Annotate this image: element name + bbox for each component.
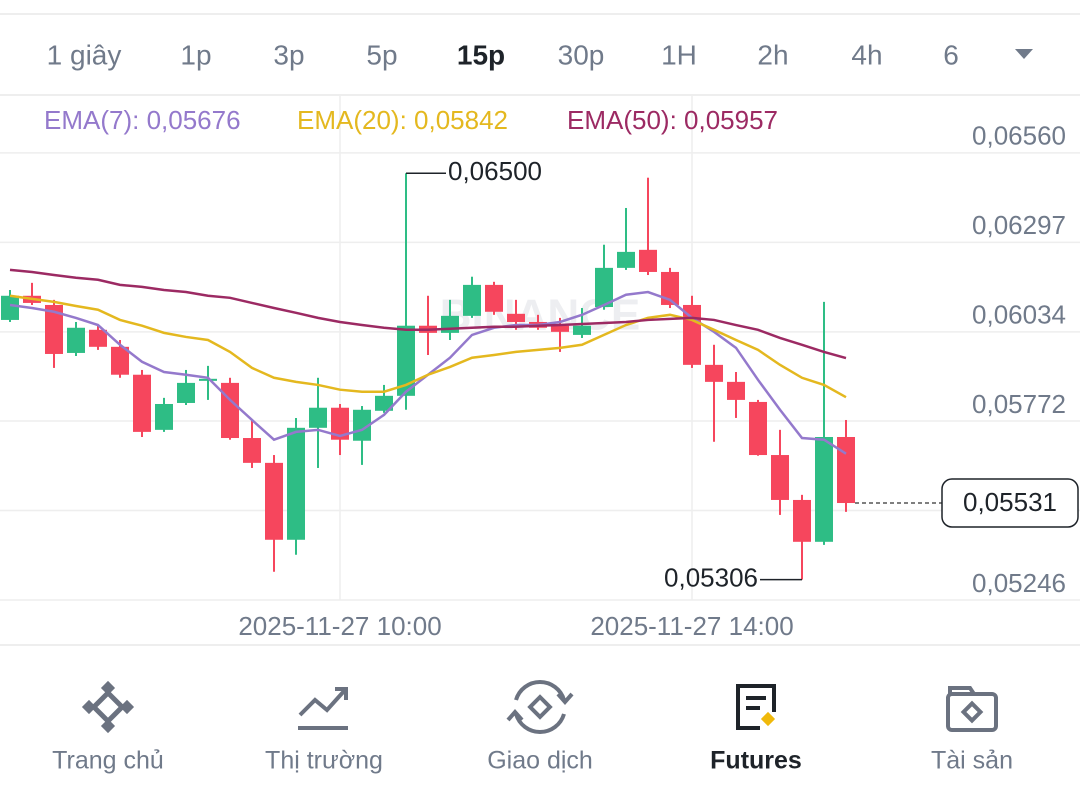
candle-body (243, 438, 261, 463)
icon-trade[interactable] (506, 680, 574, 734)
current-price-box (941, 478, 1079, 528)
candle-body (815, 436, 833, 542)
candle-body (353, 409, 371, 441)
ema-line (9, 268, 847, 360)
candle-body (199, 378, 217, 381)
nav-label[interactable]: Futures (710, 747, 802, 775)
candle-body (265, 462, 283, 540)
current-price-label: 0,05531 (963, 487, 1057, 517)
candle-body (287, 427, 305, 540)
nav-label[interactable]: Giao dịch (487, 747, 593, 775)
icon-home[interactable] (81, 680, 135, 734)
timeframe-tab[interactable]: 5p (366, 39, 397, 70)
candle-body (375, 395, 393, 411)
candle-body (573, 325, 591, 335)
candle-body (551, 325, 569, 332)
candle-body (221, 382, 239, 439)
ema-line (9, 294, 847, 399)
candle-body (727, 381, 745, 400)
nav-label[interactable]: Trang chủ (52, 747, 164, 775)
icon-assets[interactable] (946, 686, 998, 732)
timeframe-tab[interactable]: 1H (661, 39, 697, 70)
candle-body (793, 499, 811, 542)
timeframe-tab[interactable]: 2h (757, 39, 788, 70)
candle-body (771, 455, 789, 500)
icon-market[interactable] (298, 687, 348, 730)
legend-entry: EMA(50): 0,05957 (567, 105, 778, 135)
timeframe-tab[interactable]: 4h (851, 39, 882, 70)
nav-icons (81, 680, 998, 734)
candle-body (485, 284, 503, 312)
nav-label[interactable]: Thị trường (265, 747, 383, 775)
legend-entry: EMA(20): 0,05842 (297, 105, 508, 135)
candle-body (67, 327, 85, 353)
candle-body (309, 407, 327, 428)
annotation-label: 0,05306 (664, 562, 758, 592)
candle-body (749, 401, 767, 456)
timeframe-tab[interactable]: 6 (943, 39, 959, 70)
candle-body (705, 364, 723, 382)
candle-body (133, 374, 151, 432)
timeframe-tab[interactable]: 1p (180, 39, 211, 70)
tab-dropdown[interactable] (1015, 49, 1033, 59)
candle-body (837, 436, 855, 504)
candle-body (617, 251, 635, 268)
candle-body (111, 346, 129, 375)
candle-body (661, 271, 679, 305)
candle-body (397, 325, 415, 396)
candle-body (463, 284, 481, 316)
candle-body (507, 313, 525, 322)
y-tick-label: 0,06297 (972, 210, 1066, 240)
candle-body (177, 382, 195, 403)
timeframe-tab[interactable]: 15p (457, 39, 505, 70)
candle-body (45, 304, 63, 354)
icon-futures[interactable] (736, 684, 776, 730)
candle-body (595, 267, 613, 308)
candle-body (89, 329, 107, 347)
nav-label[interactable]: Tài sản (931, 747, 1013, 775)
candles (1, 173, 855, 580)
candle-body (1, 295, 19, 320)
timeframe-tab[interactable]: 1 giây (47, 39, 122, 70)
y-tick-label: 0,06560 (972, 121, 1066, 151)
legend-entry: EMA(7): 0,05676 (44, 105, 241, 135)
candle-body (639, 249, 657, 272)
timeframe-tab[interactable]: 30p (558, 39, 605, 70)
y-tick-label: 0,06034 (972, 300, 1066, 330)
annotation-label: 0,06500 (448, 156, 542, 186)
timeframe-tab[interactable]: 3p (273, 39, 304, 70)
y-tick-label: 0,05772 (972, 389, 1066, 419)
x-tick-label: 2025-11-27 10:00 (238, 611, 441, 641)
candle-body (331, 407, 349, 440)
candle-body (155, 403, 173, 430)
x-tick-label: 2025-11-27 14:00 (590, 611, 793, 641)
y-tick-label: 0,05246 (972, 568, 1066, 598)
